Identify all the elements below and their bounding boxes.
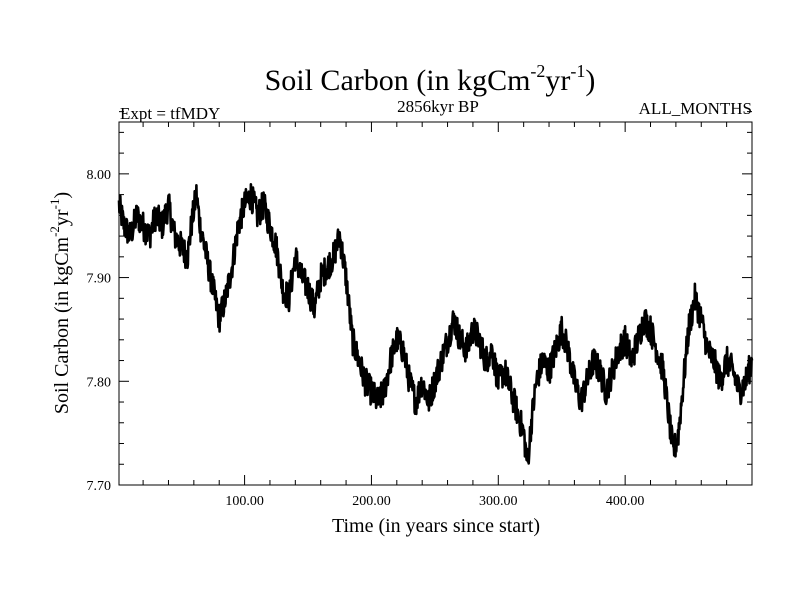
y-tick-label: 7.70 — [87, 479, 112, 494]
x-tick-label: 300.00 — [479, 494, 518, 509]
chart-title-mid: yr — [545, 64, 570, 97]
x-tick-label: 200.00 — [352, 494, 391, 509]
chart-title-end: ) — [585, 64, 595, 97]
x-tick-label: 100.00 — [225, 494, 264, 509]
y-axis-label: Soil Carbon (in kgCm-2yr-1) — [47, 192, 73, 414]
y-label-sup1: -2 — [47, 226, 62, 237]
y-tick-label: 8.00 — [87, 168, 112, 183]
plot-frame — [118, 121, 753, 486]
y-label-sup2: -1 — [47, 199, 62, 210]
x-axis-label: Time (in years since start) — [332, 515, 540, 537]
y-label-main: Soil Carbon (in kgCm — [51, 236, 73, 414]
soil-carbon-series-line — [117, 183, 754, 465]
y-label-mid: yr — [51, 209, 73, 226]
period-label: 2856kyr BP — [397, 97, 479, 116]
x-tick-label: 400.00 — [606, 494, 645, 509]
y-tick-label: 7.80 — [87, 375, 112, 390]
x-axis-ticks: 100.00 200.00 300.00 400.00 — [142, 122, 753, 509]
y-tick-label: 7.90 — [87, 272, 112, 287]
chart-title: Soil Carbon (in kgCm-2yr-1) — [265, 61, 596, 97]
chart-title-sup1: -2 — [530, 61, 545, 81]
chart-title-sup2: -1 — [570, 61, 585, 81]
y-label-end: ) — [51, 192, 73, 199]
months-label: ALL_MONTHS — [639, 99, 752, 118]
experiment-label: Expt = tfMDY — [120, 104, 220, 123]
y-axis-ticks: 7.70 7.80 7.90 8.00 — [87, 111, 752, 494]
chart-title-main: Soil Carbon (in kgCm — [265, 64, 531, 97]
